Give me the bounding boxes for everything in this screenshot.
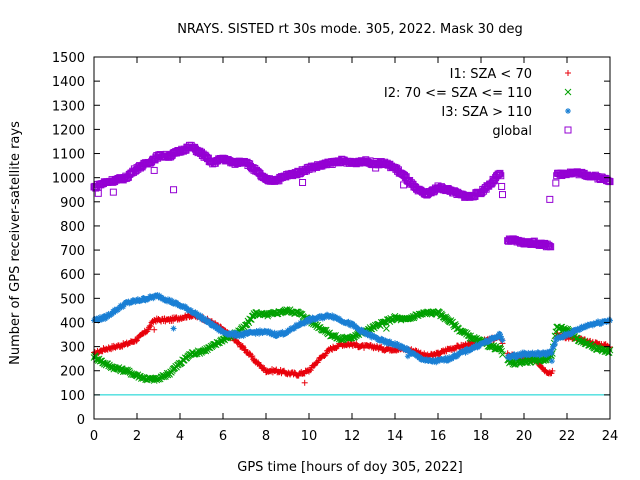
x-tick-label: 24	[602, 429, 619, 444]
outlier-point	[299, 178, 307, 186]
legend-marker	[564, 88, 572, 96]
data-point	[497, 172, 505, 180]
data-point	[496, 331, 503, 338]
legend-marker	[564, 126, 572, 134]
data-point	[353, 340, 360, 347]
x-tick-label: 0	[90, 429, 98, 444]
series-3	[91, 292, 613, 366]
data-point	[547, 243, 555, 251]
legend-label: I2: 70 <= SZA <= 110	[384, 86, 532, 101]
y-tick-label: 1200	[52, 123, 85, 138]
legend-label: global	[492, 124, 532, 139]
y-tick-label: 100	[60, 389, 85, 404]
series-4	[90, 141, 614, 251]
data-point	[246, 350, 253, 357]
y-tick-label: 700	[60, 244, 85, 259]
data-point	[249, 353, 256, 360]
outlier-point	[372, 164, 380, 172]
data-point	[551, 341, 558, 348]
data-point	[499, 191, 506, 199]
x-tick-label: 2	[133, 429, 141, 444]
outlier-point	[546, 195, 554, 203]
outlier-point	[301, 379, 308, 386]
y-tick-label: 1500	[52, 51, 85, 66]
data-point	[499, 351, 506, 358]
outlier-point	[170, 186, 178, 194]
y-tick-label: 400	[60, 316, 85, 331]
outlier-point	[94, 189, 102, 197]
y-tick-label: 500	[60, 292, 85, 307]
data-point	[147, 323, 154, 330]
legend: I1: SZA < 70 I2: 70 <= SZA <= 110 I3: SZA …	[384, 67, 572, 139]
legend-label: I1: SZA < 70	[450, 67, 532, 82]
y-tick-label: 800	[60, 220, 85, 235]
data-point	[373, 343, 380, 350]
data-point	[441, 315, 449, 323]
data-point	[168, 368, 175, 376]
data-point	[496, 169, 504, 177]
x-tick-label: 18	[473, 429, 490, 444]
x-tick-label: 12	[344, 429, 361, 444]
outlier-point	[151, 326, 158, 333]
data-point	[101, 359, 109, 367]
plot-area	[90, 141, 614, 396]
legend-label: I3: SZA > 110	[441, 105, 532, 120]
x-tick-label: 8	[262, 429, 270, 444]
outlier-point	[170, 325, 177, 332]
x-tick-label: 6	[219, 429, 227, 444]
data-point	[307, 367, 314, 374]
data-point	[499, 337, 506, 344]
x-tick-label: 14	[387, 429, 404, 444]
data-point	[133, 338, 140, 345]
data-point	[497, 345, 505, 353]
x-tick-label: 22	[559, 429, 576, 444]
data-point	[549, 367, 556, 374]
outlier-point	[548, 358, 555, 365]
y-tick-label: 900	[60, 196, 85, 211]
outlier-point	[150, 166, 158, 174]
x-axis-label: GPS time [hours of doy 305, 2022]	[237, 460, 462, 475]
x-tick-label: 10	[301, 429, 318, 444]
y-tick-label: 200	[60, 365, 85, 380]
data-point	[235, 339, 242, 346]
axis-ticks: 0100200300400500600700800900100011001200…	[52, 51, 618, 444]
x-tick-label: 4	[176, 429, 184, 444]
data-point	[552, 179, 560, 187]
data-point	[298, 311, 306, 318]
data-point	[378, 343, 385, 350]
legend-marker	[565, 108, 571, 114]
y-tick-label: 1400	[52, 75, 85, 90]
outlier-point	[400, 181, 408, 189]
y-tick-label: 1000	[52, 172, 85, 187]
data-point	[496, 344, 504, 351]
x-tick-label: 20	[516, 429, 533, 444]
y-tick-label: 0	[77, 413, 85, 428]
data-point	[498, 182, 506, 190]
data-point	[548, 350, 555, 357]
y-tick-label: 300	[60, 341, 85, 356]
data-point	[245, 319, 253, 327]
y-tick-label: 600	[60, 268, 85, 283]
y-tick-label: 1300	[52, 99, 85, 114]
data-point	[370, 322, 377, 330]
data-point	[242, 346, 249, 353]
legend-marker	[565, 70, 571, 76]
data-point	[545, 241, 553, 249]
data-point	[284, 306, 291, 314]
chart-title: NRAYS. SISTED rt 30s mode. 305, 2022. Ma…	[177, 22, 523, 37]
y-axis-label: Number of GPS receiver-satellite rays	[8, 121, 23, 365]
data-point	[495, 170, 503, 178]
data-point	[257, 362, 264, 369]
outlier-points	[94, 164, 555, 386]
outlier-point	[404, 353, 411, 360]
x-tick-label: 16	[430, 429, 447, 444]
y-tick-label: 1100	[52, 148, 85, 163]
outlier-point	[383, 325, 390, 332]
outlier-point	[109, 188, 117, 196]
